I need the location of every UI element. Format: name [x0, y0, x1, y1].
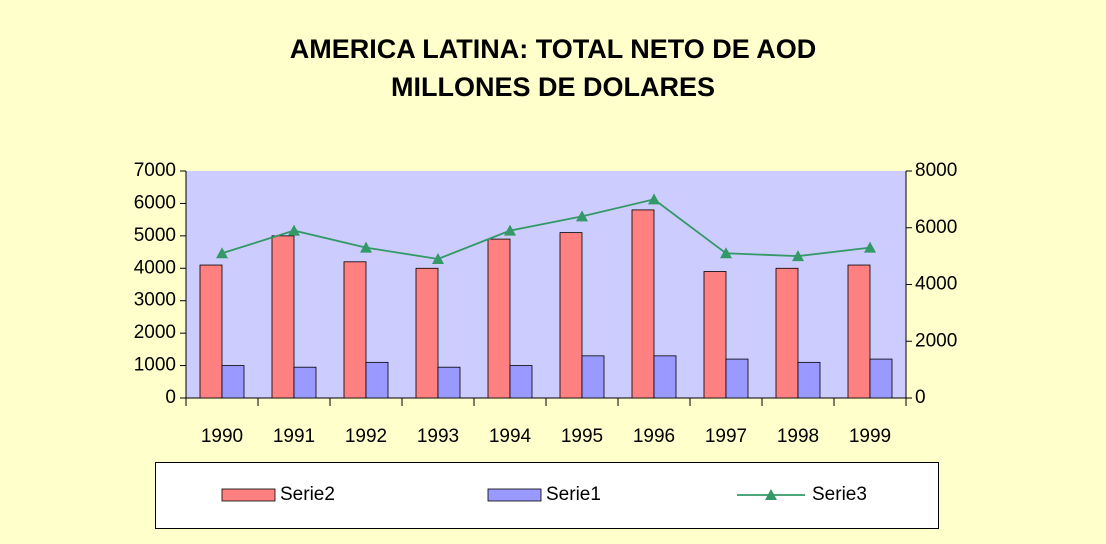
bar: [199, 264, 223, 399]
bar: [653, 355, 677, 399]
x-tick-label: 1990: [201, 426, 243, 447]
y2-tick-label: 8000: [915, 160, 957, 181]
bar: [271, 235, 295, 399]
chart-title: AMERICA LATINA: TOTAL NETO DE AOD MILLON…: [289, 34, 817, 102]
bar: [847, 264, 871, 399]
bar: [293, 366, 317, 399]
marker: [216, 247, 228, 259]
legend-label: Serie3: [812, 484, 867, 505]
x-tick-label: 1991: [273, 426, 315, 447]
bar: [415, 267, 439, 399]
bar: [725, 358, 749, 399]
legend-label: Serie1: [546, 484, 601, 505]
bar: [365, 361, 389, 399]
marker: [720, 247, 732, 259]
x-tick-label: 1995: [561, 426, 603, 447]
y-tick-label: 2000: [134, 322, 176, 343]
y-tick-label: 3000: [134, 290, 176, 311]
bar: [869, 358, 893, 399]
line: [221, 198, 871, 260]
marker: [288, 224, 300, 236]
y-tick-label: 7000: [134, 160, 176, 181]
legend-box: [155, 462, 939, 529]
bar: [581, 355, 605, 399]
bar: [797, 361, 821, 399]
bar: [343, 261, 367, 399]
marker: [432, 252, 444, 264]
marker: [576, 210, 588, 222]
y2-tick-label: 4000: [915, 274, 957, 295]
x-tick-label: 1992: [345, 426, 387, 447]
y2-tick-label: 0: [915, 387, 926, 408]
y2-tick-label: 6000: [915, 217, 957, 238]
bar: [703, 271, 727, 399]
y-tick-label: 4000: [134, 257, 176, 278]
y-tick-label: 0: [165, 387, 176, 408]
x-tick-label: 1993: [417, 426, 459, 447]
marker: [504, 224, 516, 236]
x-tick-label: 1999: [849, 426, 891, 447]
y-tick-label: 1000: [134, 355, 176, 376]
y-tick-label: 5000: [134, 225, 176, 246]
y-tick-label: 6000: [134, 192, 176, 213]
bar: [509, 365, 533, 399]
bar: [487, 238, 511, 399]
bar: [775, 267, 799, 399]
legend-label: Serie2: [280, 484, 335, 505]
x-tick-label: 1996: [633, 426, 675, 447]
x-tick-label: 1994: [489, 426, 532, 447]
legend-swatch: [487, 488, 542, 502]
bar: [559, 232, 583, 399]
x-tick-label: 1997: [705, 426, 747, 447]
marker: [792, 250, 804, 262]
bar: [631, 209, 655, 399]
bar: [437, 366, 461, 399]
bar: [221, 365, 245, 399]
marker: [648, 193, 660, 205]
y2-tick-label: 2000: [915, 330, 957, 351]
legend-marker: [765, 489, 777, 500]
x-tick-label: 1998: [777, 426, 819, 447]
marker: [864, 241, 876, 253]
marker: [360, 241, 372, 253]
legend-swatch: [221, 488, 276, 502]
